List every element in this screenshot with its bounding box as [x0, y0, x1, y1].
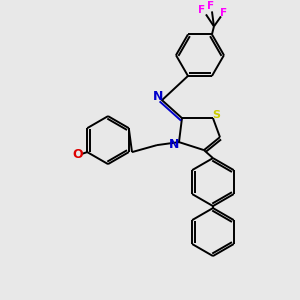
Text: F: F: [207, 2, 214, 11]
Text: N: N: [169, 138, 179, 151]
Text: F: F: [198, 5, 206, 15]
Text: F: F: [220, 8, 227, 18]
Text: S: S: [212, 110, 220, 120]
Text: O: O: [72, 148, 83, 160]
Text: N: N: [153, 90, 163, 103]
